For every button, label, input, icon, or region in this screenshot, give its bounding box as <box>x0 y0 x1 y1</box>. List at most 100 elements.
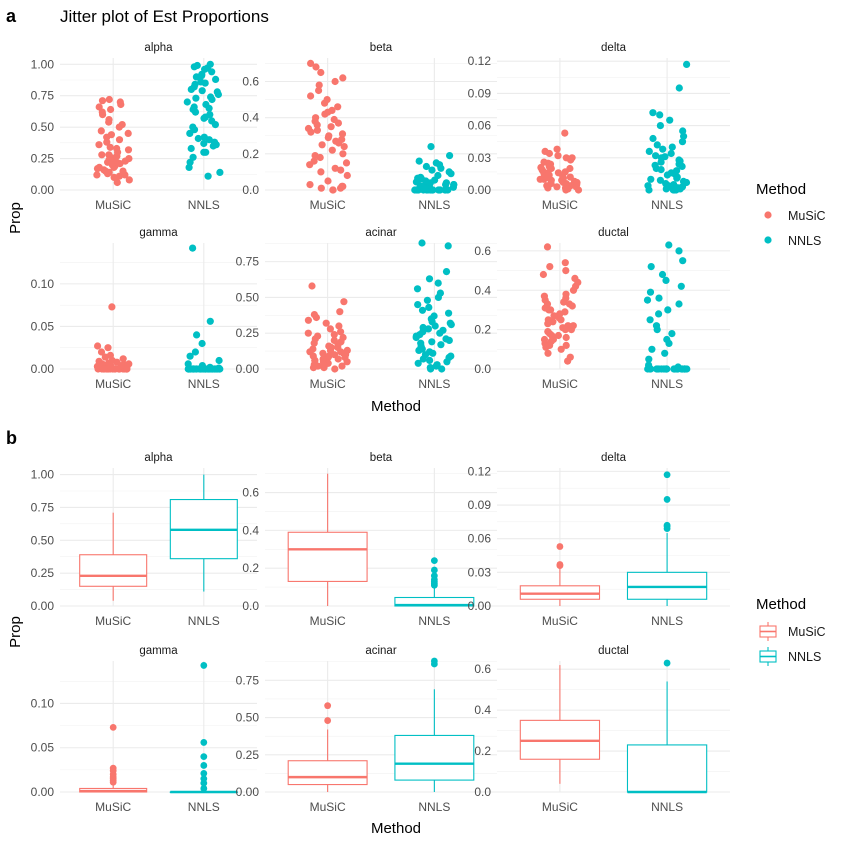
jitter-point-music <box>544 316 552 324</box>
facet-strip-gamma: gamma <box>139 645 178 657</box>
jitter-point-music <box>100 365 108 373</box>
jitter-point-nnls <box>192 94 200 102</box>
jitter-point-music <box>106 351 114 359</box>
jitter-point-nnls <box>649 109 657 117</box>
jitter-point-music <box>115 172 123 180</box>
jitter-point-music <box>553 145 561 153</box>
jitter-point-music <box>309 364 318 372</box>
y-tick-label: 0.50 <box>31 533 55 547</box>
jitter-point-music <box>314 332 322 340</box>
jitter-point-nnls <box>418 239 426 247</box>
y-tick-label: 0.0 <box>242 183 259 197</box>
facet-gamma: gamma 0.00 0.05 0.10 MuSiC NNLS <box>31 645 257 814</box>
facet-beta: beta 0.0 0.2 0.4 0.6 MuSiC NNLS <box>242 42 497 212</box>
jitter-point-nnls <box>413 285 422 293</box>
legend-b-key-music <box>759 622 777 641</box>
legend-a-key-music <box>764 211 772 219</box>
jitter-point-music <box>97 127 105 135</box>
jitter-point-music <box>569 322 577 330</box>
y-tick-label: 0.25 <box>236 748 260 762</box>
jitter-point-music <box>312 63 320 71</box>
jitter-point-nnls <box>657 166 665 174</box>
y-tick-label: 0.25 <box>236 326 260 340</box>
y-tick-label: 0.10 <box>31 277 55 291</box>
jitter-point-nnls <box>216 168 224 176</box>
jitter-point-music <box>331 164 339 172</box>
x-tick-label: NNLS <box>418 800 450 814</box>
jitter-point-nnls <box>645 186 653 194</box>
box-outlier <box>663 521 671 529</box>
jitter-point-nnls <box>190 365 198 373</box>
jitter-point-music <box>540 335 549 344</box>
jitter-point-music <box>124 146 133 154</box>
jitter-point-nnls <box>683 60 691 68</box>
y-tick-label: 0.06 <box>468 532 492 546</box>
jitter-point-music <box>340 298 348 306</box>
jitter-point-music <box>334 343 342 352</box>
jitter-point-music <box>315 86 323 95</box>
legend-a-title: Method <box>756 181 806 198</box>
legend-b-label-nnls: NNLS <box>788 650 821 664</box>
panel-b-ylabel: Prop <box>7 616 24 648</box>
y-tick-label: 0.12 <box>468 54 492 68</box>
y-tick-label: 0.75 <box>236 255 260 269</box>
jitter-point-music <box>125 155 133 163</box>
jitter-point-nnls <box>671 183 679 191</box>
jitter-point-music <box>544 173 552 181</box>
jitter-point-music <box>544 349 552 357</box>
panel-a-title: Jitter plot of Est Proportions <box>60 7 269 26</box>
y-tick-label: 0.6 <box>474 662 491 676</box>
jitter-point-music <box>105 156 113 164</box>
jitter-point-music <box>543 243 552 251</box>
jitter-point-music <box>97 348 106 356</box>
box-outlier <box>556 561 564 568</box>
jitter-point-music <box>312 114 320 122</box>
jitter-point-nnls <box>651 161 659 169</box>
jitter-point-nnls <box>209 142 217 150</box>
x-tick-label: NNLS <box>418 198 450 212</box>
jitter-point-nnls <box>652 152 660 160</box>
jitter-point-nnls <box>682 178 691 187</box>
jitter-point-nnls <box>445 336 453 344</box>
jitter-point-music <box>539 270 548 279</box>
y-tick-label: 0.4 <box>474 703 491 717</box>
jitter-point-nnls <box>191 348 199 356</box>
box-body <box>287 760 368 786</box>
facet-gamma: gamma 0.00 0.05 0.10 MuSiC NNLS <box>31 227 257 391</box>
x-tick-label: NNLS <box>651 614 683 628</box>
jitter-point-music <box>343 171 351 180</box>
jitter-point-music <box>327 123 335 131</box>
jitter-point-music <box>309 352 317 360</box>
jitter-point-music <box>540 292 549 300</box>
x-tick-label: MuSiC <box>542 614 578 628</box>
jitter-point-nnls <box>675 247 683 255</box>
box-music <box>519 543 601 606</box>
jitter-point-nnls <box>643 296 652 304</box>
jitter-point-nnls <box>206 111 214 119</box>
jitter-point-music <box>562 154 570 162</box>
jitter-point-music <box>561 129 569 137</box>
legend-b-key-nnls <box>759 647 777 666</box>
jitter-point-music <box>334 119 342 127</box>
legend-a-key-nnls <box>764 236 772 244</box>
jitter-point-music <box>307 92 315 100</box>
jitter-point-nnls <box>432 159 440 167</box>
jitter-point-music <box>564 185 572 193</box>
x-tick-label: NNLS <box>651 800 683 814</box>
y-tick-label: 0.09 <box>468 498 492 512</box>
x-tick-label: MuSiC <box>95 377 131 391</box>
jitter-point-nnls <box>652 322 661 330</box>
jitter-point-nnls <box>417 173 425 181</box>
y-tick-label: 0.03 <box>468 151 492 165</box>
jitter-point-nnls <box>653 141 661 149</box>
jitter-point-nnls <box>444 242 452 250</box>
box-outlier <box>430 572 438 580</box>
box-outlier <box>663 471 671 479</box>
jitter-point-music <box>325 342 333 350</box>
jitter-point-music <box>562 267 570 275</box>
jitter-point-music <box>337 328 345 336</box>
jitter-point-nnls <box>189 123 197 131</box>
y-tick-label: 0.2 <box>474 744 491 758</box>
facet-beta: beta 0.0 0.2 0.4 0.6 MuSiC NNLS <box>242 452 497 628</box>
x-tick-label: MuSiC <box>542 377 578 391</box>
